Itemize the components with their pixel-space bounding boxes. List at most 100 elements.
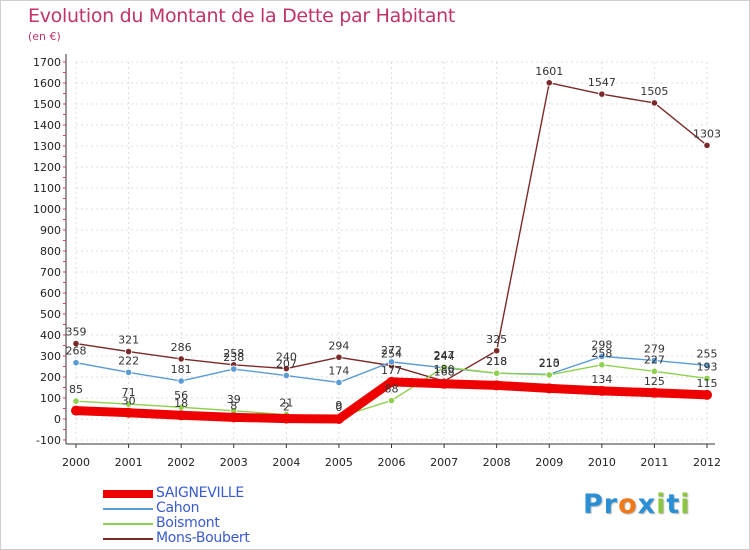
data-point: [177, 355, 185, 363]
data-label: 325: [486, 333, 507, 346]
data-label: 254: [381, 348, 402, 361]
legend-label: Boismont: [156, 515, 220, 531]
y-tick-label: -100: [36, 434, 61, 447]
x-tick-label: 2011: [640, 456, 668, 469]
y-tick-label: 900: [40, 224, 61, 237]
x-tick-label: 2012: [693, 456, 721, 469]
data-label: 298: [591, 338, 612, 351]
data-label: 30: [122, 395, 136, 408]
data-point: [124, 347, 133, 356]
data-point: [387, 358, 396, 366]
data-label: 238: [223, 351, 244, 364]
y-tick-label: 0: [54, 413, 61, 426]
data-point: [598, 90, 606, 98]
data-label: 268: [66, 345, 87, 358]
data-point: [123, 407, 134, 418]
data-label: 210: [539, 357, 560, 370]
x-tick-label: 2010: [588, 456, 616, 469]
y-tick-label: 1100: [33, 182, 61, 195]
data-point: [177, 377, 185, 385]
data-label: 247: [434, 349, 455, 362]
data-label: 222: [118, 354, 139, 367]
data-point: [650, 356, 659, 365]
y-tick-label: 1000: [33, 203, 61, 216]
data-point: [649, 387, 660, 398]
data-point: [493, 369, 501, 377]
data-point: [703, 141, 711, 149]
x-tick-label: 2007: [430, 456, 458, 469]
legend-label: Cahon: [156, 500, 200, 516]
y-tick-label: 300: [40, 350, 61, 363]
data-point: [72, 397, 80, 405]
logo-letter: P: [583, 489, 604, 520]
y-tick-label: 700: [40, 266, 61, 279]
data-point: [491, 380, 502, 391]
data-point: [176, 410, 187, 421]
logo-letter: i: [680, 489, 691, 520]
data-label: 1505: [640, 85, 668, 98]
data-label: 115: [697, 377, 718, 390]
y-tick-label: 1400: [33, 119, 61, 132]
data-point: [598, 361, 606, 369]
logo-letter: i: [656, 489, 667, 520]
x-tick-label: 2005: [325, 456, 353, 469]
data-label: 0: [335, 401, 342, 414]
data-point: [282, 371, 290, 380]
data-point: [493, 347, 501, 355]
data-point: [335, 378, 343, 387]
data-point: [124, 400, 133, 408]
data-label: 134: [591, 373, 612, 386]
data-label: 272: [381, 344, 402, 357]
data-label: 181: [171, 363, 192, 376]
data-label: 258: [591, 347, 612, 360]
data-point: [71, 405, 81, 416]
x-tick-label: 2002: [167, 456, 195, 469]
data-label: 1601: [535, 65, 563, 78]
data-label: 85: [69, 383, 83, 396]
data-point: [230, 365, 238, 373]
y-tick-label: 100: [40, 392, 61, 405]
data-label: 39: [227, 393, 241, 406]
data-point: [124, 368, 133, 376]
data-label: 180: [434, 363, 455, 376]
data-point: [703, 361, 711, 370]
logo-letter: x: [637, 489, 657, 520]
data-label: 2: [283, 401, 290, 414]
y-tick-label: 1700: [33, 56, 61, 69]
x-tick-label: 2004: [272, 456, 300, 469]
data-point: [650, 367, 659, 375]
legend-label: SAIGNEVILLE: [156, 485, 244, 501]
logo-letter: o: [618, 489, 638, 520]
x-tick-label: 2003: [220, 456, 248, 469]
y-tick-label: 200: [40, 371, 61, 384]
data-point: [281, 413, 292, 424]
legend-swatch: [103, 538, 153, 540]
data-point: [544, 383, 555, 394]
data-point: [650, 99, 659, 107]
y-tick-label: 1600: [33, 77, 61, 90]
data-point: [545, 371, 553, 379]
chart-title: Evolution du Montant de la Dette par Hab…: [28, 5, 456, 27]
data-point: [72, 359, 80, 367]
data-point: [333, 414, 344, 424]
data-point: [702, 389, 712, 400]
data-label: 213: [539, 356, 560, 369]
data-point: [598, 352, 606, 361]
data-point: [545, 79, 553, 87]
legend-swatch: [103, 508, 153, 510]
y-tick-label: 1500: [33, 98, 61, 111]
data-label: 240: [276, 351, 297, 364]
data-label: 244: [434, 350, 455, 363]
data-label: 321: [118, 334, 139, 347]
x-tick-label: 2008: [483, 456, 511, 469]
data-label: 286: [171, 341, 192, 354]
data-label: 258: [223, 347, 244, 360]
data-label: 177: [381, 364, 402, 377]
data-label: 359: [66, 326, 87, 339]
data-point: [703, 374, 711, 383]
data-point: [228, 412, 239, 423]
data-label: 227: [644, 353, 665, 366]
y-tick-label: 1200: [33, 161, 61, 174]
